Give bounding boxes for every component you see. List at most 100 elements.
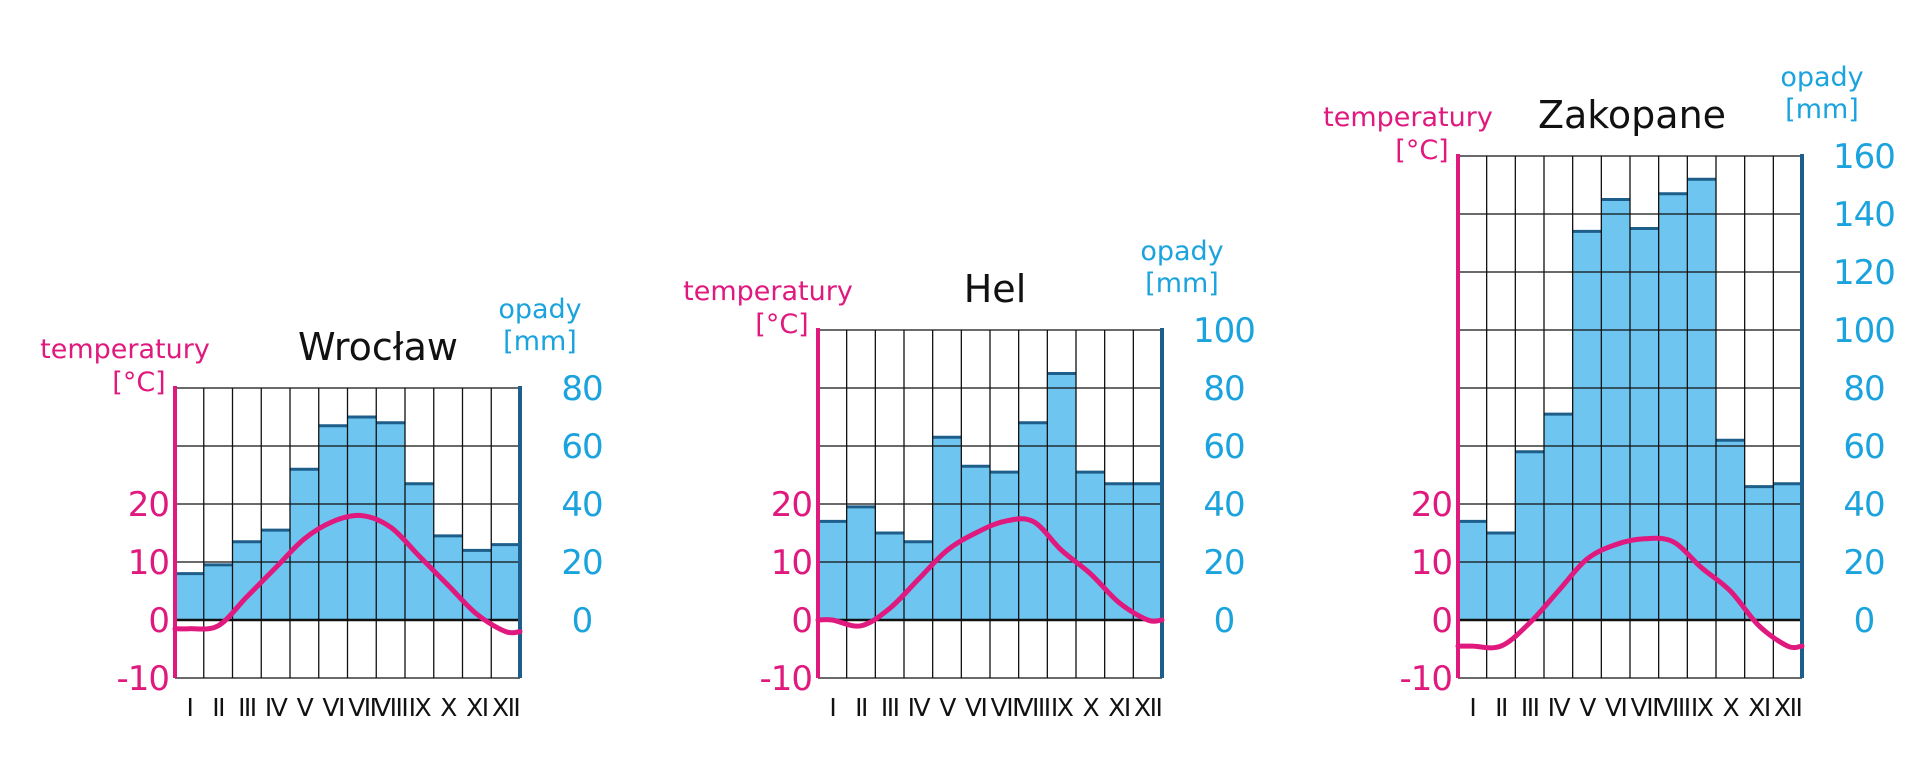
chart-title: Hel [964,267,1027,311]
precipitation-tick-label: 140 [1833,195,1895,235]
month-label: VI [1605,693,1626,722]
month-label: VIII [374,693,407,722]
temperature-axis-label: temperatury [40,334,210,365]
temperature-line [815,516,1165,629]
precip-bar [1133,483,1162,620]
month-label: IX [1051,693,1074,722]
month-label: VIII [1656,693,1689,722]
month-label: II [855,693,867,722]
month-label: XI [1108,693,1130,722]
month-label: VI [965,693,986,722]
precip-bar [1773,483,1802,620]
month-label: X [1083,693,1100,722]
month-label: V [939,693,956,722]
month-label: IX [1691,693,1714,722]
precipitation-tick-label: 20 [561,543,602,583]
temperature-tick-label: 10 [1411,543,1452,583]
precip-bar [1076,472,1105,620]
precip-bar [990,472,1019,620]
temperature-tick-label: -10 [759,659,812,699]
month-label: X [1723,693,1740,722]
precip-bar [491,544,520,620]
precip-bar [1744,486,1774,620]
month-label: IX [409,693,432,722]
month-label: XII [1134,693,1161,722]
precipitation-tick-label: 120 [1833,253,1895,293]
temperature-tick-label: 20 [771,485,812,525]
chart-title: Wrocław [298,325,458,369]
month-label: VII [991,693,1018,722]
precipitation-axis-label: opady [1140,236,1223,267]
temperature-line [1455,535,1805,651]
precipitation-unit-label: [mm] [1785,94,1859,125]
month-label: VIII [1016,693,1049,722]
precip-bar [1104,483,1134,620]
precip-bar [462,550,492,620]
month-label: VII [1631,693,1658,722]
precipitation-tick-label: 60 [561,427,602,467]
precip-bar [1544,414,1573,620]
month-label: VI [322,693,343,722]
precip-bar [1486,533,1516,620]
temperature-line [172,512,523,636]
precipitation-tick-label: 60 [1843,427,1884,467]
month-label: XI [466,693,488,722]
precip-bar [405,483,434,620]
precip-bar [1515,451,1544,620]
precip-bar [932,437,962,620]
temperature-tick-label: 0 [148,601,169,641]
temperature-tick-label: -10 [1399,659,1452,699]
temperature-unit-label: [°C] [1395,135,1448,166]
precipitation-unit-label: [mm] [503,326,577,357]
precipitation-unit-label: [mm] [1145,268,1219,299]
temperature-tick-label: 0 [1431,601,1452,641]
precipitation-tick-label: 40 [561,485,602,525]
precip-bar [1047,373,1076,620]
precipitation-tick-label: 40 [1203,485,1244,525]
temperature-unit-label: [°C] [755,309,808,340]
precipitation-tick-label: 0 [1854,601,1875,641]
month-label: XII [1774,693,1801,722]
precip-bar [1630,228,1659,620]
precipitation-tick-label: 40 [1843,485,1884,525]
precip-bar [1601,199,1630,620]
precipitation-tick-label: 0 [1214,601,1235,641]
temperature-unit-label: [°C] [112,367,165,398]
month-label: XI [1748,693,1770,722]
precipitation-tick-label: 100 [1193,311,1255,351]
precipitation-tick-label: 100 [1833,311,1895,351]
precip-bar [290,469,319,620]
precip-bar [1458,521,1487,620]
temperature-tick-label: -10 [116,659,169,699]
month-label: I [186,693,192,722]
precipitation-tick-label: 80 [561,369,602,409]
month-label: V [1579,693,1596,722]
month-label: XII [492,693,519,722]
precipitation-tick-label: 80 [1843,369,1884,409]
precipitation-tick-label: 160 [1833,137,1895,177]
precipitation-axis-label: opady [498,294,581,325]
month-label: IV [1548,693,1571,722]
month-label: VII [348,693,375,722]
temperature-tick-label: 20 [128,485,169,525]
month-label: X [440,693,457,722]
precip-bar [846,506,876,620]
precipitation-axis-label: opady [1780,62,1863,93]
precip-bar [961,466,990,620]
month-label: IV [908,693,931,722]
temperature-axis-label: temperatury [683,276,853,307]
precipitation-tick-label: 20 [1203,543,1244,583]
month-label: II [212,693,224,722]
precip-bar [203,564,233,620]
month-label: I [1469,693,1475,722]
month-label: III [1521,693,1539,722]
month-label: II [1495,693,1507,722]
precipitation-tick-label: 20 [1843,543,1884,583]
month-label: IV [265,693,288,722]
chart-title: Zakopane [1538,93,1726,137]
precipitation-tick-label: 80 [1203,369,1244,409]
